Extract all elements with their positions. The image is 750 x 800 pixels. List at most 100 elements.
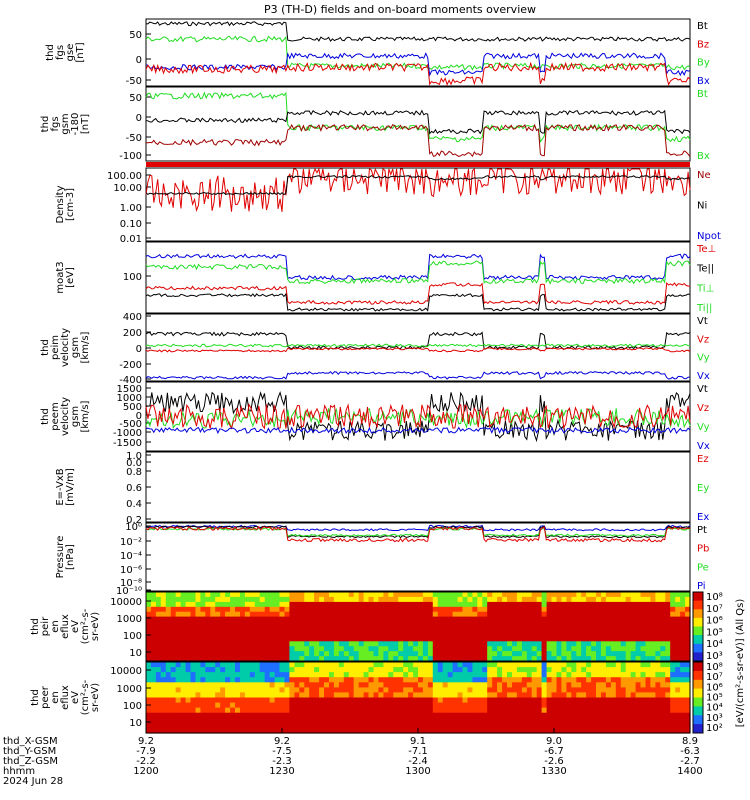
spectrogram-cell [507,707,513,714]
spectrogram-cell [531,662,538,668]
series-Vy [145,343,691,348]
spectrogram-cell [230,596,236,603]
spectrogram-cell [487,697,493,704]
spectrogram-cell [403,707,409,714]
spectrogram-cell [215,656,221,662]
spectrogram-cell [279,626,285,632]
spectrogram-cell [155,707,162,714]
spectrogram-cell [422,646,429,652]
spectrogram-cell [383,702,389,709]
spectrogram-cell [294,677,300,683]
spectrogram-cell [175,631,182,637]
spectrogram-cell [418,707,424,714]
spectrogram-cell [645,651,651,657]
spectrogram-cell [561,636,567,642]
spectrogram-cell [294,636,300,642]
spectrogram-cell [146,616,152,623]
spectrogram-cell [546,712,553,719]
spectrogram-cell [383,656,389,662]
spectrogram-cell [319,682,325,688]
spectrogram-cell [155,667,162,673]
spectrogram-cell [259,656,266,662]
spectrogram-cell [418,606,424,613]
spectrogram-cell [605,626,612,632]
spectrogram-cell [422,626,429,632]
spectrogram-cell [551,697,557,704]
spectrogram-cell [566,712,572,719]
spectrogram-cell [413,692,419,699]
spectrogram-cell [675,626,681,632]
spectrogram-cell [457,611,464,618]
spectrogram-cell [254,702,261,709]
spectrogram-cell [358,667,365,673]
spectrogram-cell [546,697,553,704]
spectrogram-cell [670,682,676,688]
chart-title: P3 (TH-D) fields and on-board moments ov… [264,3,536,16]
spectrogram-cell [581,712,587,719]
spectrogram-cell [289,656,295,662]
spectrogram-cell [526,616,533,623]
spectrogram-cell [343,672,350,678]
spectrogram-cell [615,601,622,608]
spectrogram-cell [363,596,370,603]
spectrogram-cell [284,672,290,678]
spectrogram-cell [625,722,632,729]
ephemeris-value: -7.1 [408,746,428,757]
spectrogram-cell [596,702,602,709]
spectrogram-cell [304,596,310,603]
spectrogram-cell [343,677,350,683]
legend-entry: Ti|| [696,303,712,314]
spectrogram-cell [477,621,483,628]
spectrogram-cell [329,611,335,618]
spectrogram-cell [408,596,414,603]
spectrogram-cell [605,651,612,657]
spectrogram-cell [457,662,464,668]
spectrogram-cell [309,717,315,724]
spectrogram-cell [348,707,355,714]
spectrogram-cell [427,712,434,719]
spectrogram-cell [452,712,459,719]
spectrogram-cell [393,596,399,603]
spectrogram-cell [180,601,187,608]
spectrogram-cell [675,656,681,662]
spectrogram-cell [492,616,498,623]
spectrogram-cell [427,667,434,673]
spectrogram-cell [640,641,646,647]
series-Bt [145,91,691,143]
spectrogram-cell [467,677,473,683]
spectrogram-cell [601,682,607,688]
spectrogram-cell [304,702,310,709]
spectrogram-cell [146,672,152,678]
spectrogram-cell [170,677,177,683]
y-axis-label: [km/s] [80,331,91,363]
spectrogram-cell [680,601,686,608]
spectrogram-cell [333,672,340,678]
spectrogram-cell [536,606,543,613]
spectrogram-cell [591,631,597,637]
spectrogram-cell [546,651,553,657]
spectrogram-cell [442,611,449,618]
spectrogram-cell [512,651,518,657]
spectrogram-cell [200,656,206,662]
spectrogram-cell [393,712,399,719]
spectrogram-cell [279,656,285,662]
spectrogram-cell [546,626,553,632]
spectrogram-cell [675,631,681,637]
spectrogram-cell [620,672,627,678]
spectrogram-cell [329,596,335,603]
spectrogram-cell [596,687,602,694]
colorbar-swatch [693,724,703,734]
spectrogram-cell [472,717,478,724]
spectrogram-cell [190,651,196,657]
spectrogram-cell [388,727,394,734]
spectrogram-cell [155,662,162,668]
spectrogram-cell [427,616,434,623]
spectrogram-cell [571,606,577,613]
spectrogram-cell [556,621,562,628]
spectrogram-cell [254,656,261,662]
spectrogram-cell [531,717,538,724]
spectrogram-cell [601,621,607,628]
spectrogram-cell [512,621,518,628]
spectrogram-cell [586,626,592,632]
spectrogram-cell [457,677,464,683]
